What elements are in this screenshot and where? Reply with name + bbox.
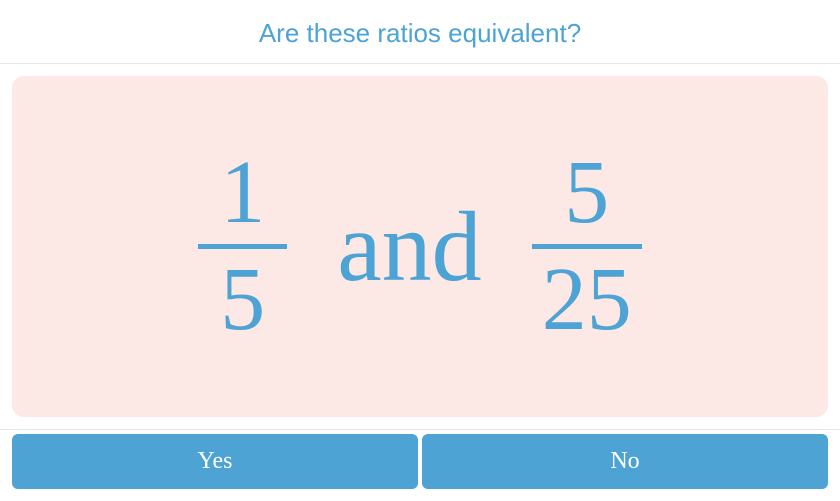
fraction-2-denominator: 25 <box>532 249 642 345</box>
fraction-1: 1 5 <box>198 148 287 345</box>
fraction-1-numerator: 1 <box>198 148 287 244</box>
fraction-2: 5 25 <box>532 148 642 345</box>
yes-button[interactable]: Yes <box>12 434 418 489</box>
connector-text: and <box>337 197 481 297</box>
fraction-1-denominator: 5 <box>210 249 275 345</box>
question-header: Are these ratios equivalent? <box>0 0 840 64</box>
divider <box>0 429 840 430</box>
quiz-container: Are these ratios equivalent? 1 5 and 5 2… <box>0 0 840 501</box>
content-panel: 1 5 and 5 25 <box>12 76 828 417</box>
answer-button-row: Yes No <box>0 434 840 501</box>
question-prompt: Are these ratios equivalent? <box>0 18 840 49</box>
fraction-2-numerator: 5 <box>542 148 631 244</box>
no-button[interactable]: No <box>422 434 828 489</box>
